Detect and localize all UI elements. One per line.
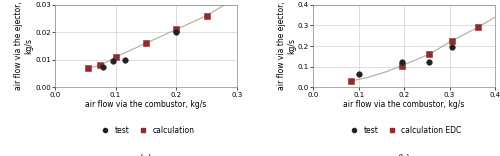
X-axis label: air flow via the combustor, kg/s: air flow via the combustor, kg/s: [85, 100, 206, 109]
X-axis label: air flow via the combustor, kg/s: air flow via the combustor, kg/s: [344, 100, 465, 109]
Legend: test, calculation: test, calculation: [98, 126, 194, 135]
Point: [172, 31, 180, 34]
Point: [425, 60, 433, 63]
Y-axis label: air flow via the ejector,
kg/s: air flow via the ejector, kg/s: [277, 2, 296, 90]
Point: [112, 56, 120, 58]
Point: [84, 67, 92, 69]
Point: [398, 64, 406, 67]
Point: [347, 80, 355, 82]
Point: [425, 53, 433, 56]
Point: [108, 60, 116, 62]
Point: [96, 64, 104, 67]
Point: [120, 58, 128, 61]
Point: [172, 28, 180, 31]
Point: [474, 26, 482, 29]
Legend: test, calculation EDC: test, calculation EDC: [346, 126, 462, 135]
Point: [142, 42, 150, 44]
Point: [398, 60, 406, 63]
Point: [202, 15, 210, 17]
Point: [100, 66, 108, 68]
Point: [448, 40, 456, 42]
Y-axis label: air flow via the ejector,
kg/s: air flow via the ejector, kg/s: [14, 2, 34, 90]
Point: [448, 46, 456, 48]
Text: (b): (b): [398, 154, 410, 156]
Text: (a): (a): [140, 154, 152, 156]
Point: [354, 73, 362, 76]
